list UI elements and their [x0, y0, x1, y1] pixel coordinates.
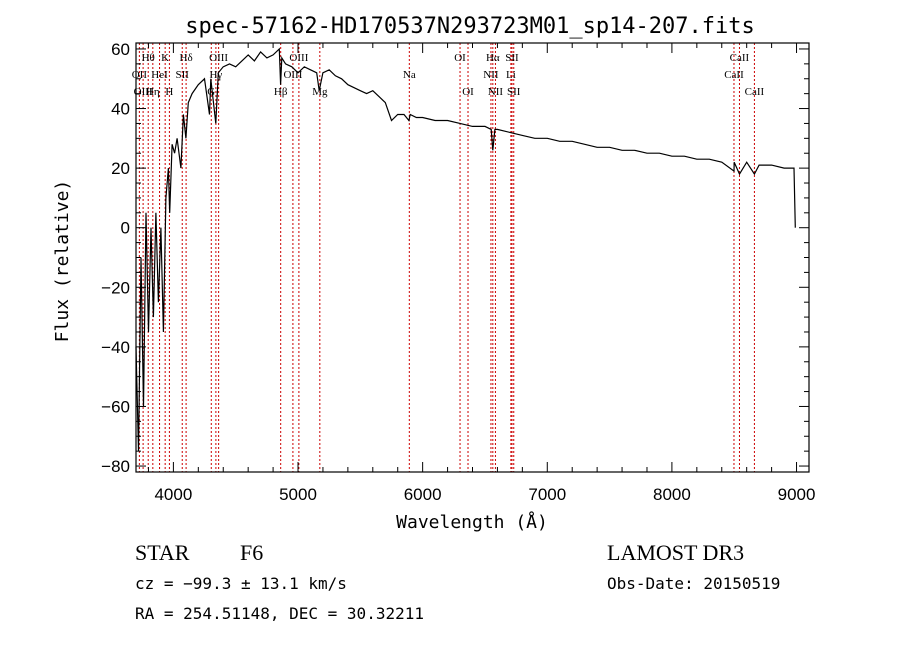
- marker-label-16: Na: [403, 69, 416, 81]
- x-tick-label-5: 9000: [778, 485, 816, 504]
- marker-label-12: Hβ: [274, 86, 288, 98]
- marker-label-21: NII: [488, 86, 504, 98]
- y-tick-label-3: −20: [101, 278, 130, 297]
- y-axis-label: Flux (relative): [52, 180, 73, 343]
- y-tick-label-2: −40: [101, 338, 130, 357]
- y-tick-label-7: 60: [111, 40, 130, 59]
- x-axis-label: Wavelength (Å): [396, 511, 548, 533]
- marker-label-27: CaII: [745, 86, 765, 98]
- object-subclass: F6: [240, 540, 264, 565]
- marker-label-17: OI: [454, 52, 466, 64]
- marker-label-15: Mg: [312, 86, 328, 98]
- marker-label-8: Hδ: [180, 52, 193, 64]
- y-tick-label-0: −80: [101, 457, 130, 476]
- survey-name: LAMOST DR3: [607, 540, 745, 565]
- x-axis-ticks: 4000 5000 6000 7000 8000 9000: [147, 43, 816, 504]
- marker-label-0: Hθ: [142, 52, 155, 64]
- marker-label-26: CaII: [724, 69, 744, 81]
- x-tick-label-4: 8000: [653, 485, 691, 504]
- marker-label-7: SII: [176, 69, 190, 81]
- marker-label-22: SII: [505, 52, 519, 64]
- marker-label-24: SII: [507, 86, 521, 98]
- redshift-line: cz = −99.3 ± 13.1 km/s: [135, 574, 347, 593]
- x-tick-label-2: 6000: [404, 485, 442, 504]
- y-axis-ticks: −80 −60 −40 −20 0 20 40 60: [101, 40, 809, 476]
- chart-title: spec-57162-HD170537N293723M01_sp14-207.f…: [185, 14, 755, 39]
- marker-label-9: OIII: [209, 52, 228, 64]
- plot-frame: [135, 42, 810, 473]
- marker-label-11: G: [207, 86, 215, 98]
- coords-line: RA = 254.51148, DEC = 30.32211: [135, 604, 424, 623]
- x-tick-label-3: 7000: [528, 485, 566, 504]
- marker-label-20: NII: [483, 69, 499, 81]
- y-tick-label-6: 40: [111, 100, 130, 119]
- marker-label-4: HeI: [151, 69, 168, 81]
- marker-label-19: Hα: [486, 52, 500, 64]
- marker-label-5: K: [161, 52, 169, 64]
- marker-label-18: OI: [462, 86, 474, 98]
- marker-label-2: OIII: [134, 86, 153, 98]
- x-tick-label-0: 4000: [154, 485, 192, 504]
- marker-label-25: CaII: [730, 52, 750, 64]
- y-tick-label-5: 20: [111, 159, 130, 178]
- spectrum-line: [135, 47, 796, 452]
- emission-line-markers: [138, 43, 755, 472]
- marker-label-3: Hη: [146, 86, 160, 98]
- object-class: STAR: [135, 540, 190, 565]
- x-tick-label-1: 5000: [279, 485, 317, 504]
- y-tick-label-1: −60: [101, 397, 130, 416]
- marker-label-14: OIII: [289, 52, 308, 64]
- y-tick-label-4: 0: [121, 219, 130, 238]
- marker-label-6: H: [165, 86, 173, 98]
- marker-label-23: Li: [506, 69, 516, 81]
- obs-date-line: Obs-Date: 20150519: [607, 574, 781, 593]
